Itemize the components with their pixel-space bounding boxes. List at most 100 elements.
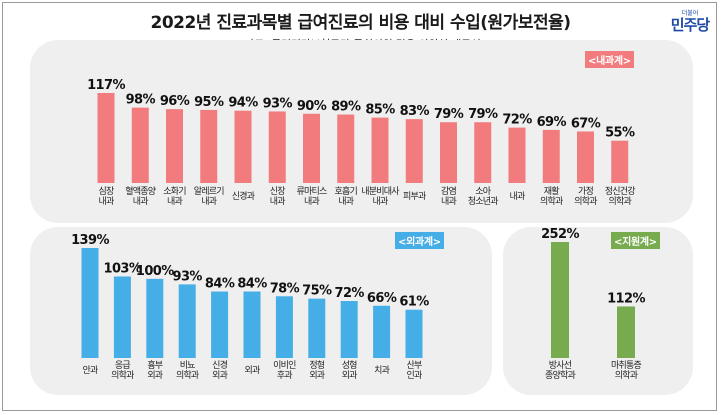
internal-value-label: 79%: [434, 107, 464, 122]
surgical-bar: [275, 296, 293, 358]
internal-category-label: 피부과: [403, 191, 426, 202]
internal-value-label: 95%: [194, 95, 224, 110]
surgical-value-label: 75%: [302, 284, 332, 299]
internal-bar: [303, 113, 320, 183]
internal-value-label: 93%: [263, 96, 293, 111]
support-category-label: 방사선: [549, 360, 572, 371]
internal-value-label: 94%: [228, 96, 258, 111]
figure-frame: [2, 2, 717, 411]
internal-value-label: 79%: [468, 107, 498, 122]
support-category-label: 마취통증: [611, 360, 641, 371]
internal-category-label: 의학과: [540, 196, 563, 207]
internal-value-label: 90%: [297, 99, 327, 114]
logo-main-text: 민주당: [670, 16, 710, 34]
internal-bar: [337, 114, 355, 183]
surgical-bar: [243, 291, 261, 358]
logo-small-text: 더불어: [681, 10, 699, 17]
surgical-category-label: 정형: [309, 360, 324, 371]
surgical-bar: [211, 291, 229, 358]
internal-bar: [508, 127, 526, 183]
internal-category-label: 내과: [167, 196, 182, 207]
internal-category-label: 가정: [578, 186, 593, 197]
surgical-bar: [81, 248, 99, 358]
internal-category-label: 재활: [544, 185, 559, 197]
support-bar: [551, 242, 569, 358]
internal-category-label: 내과: [270, 196, 285, 207]
internal-bar: [268, 111, 286, 183]
internal-category-label: 알레르기: [194, 186, 224, 197]
internal-category-label: 내과: [99, 196, 114, 207]
surgical-category-label: 의학과: [176, 370, 199, 381]
surgical-value-label: 61%: [399, 295, 429, 310]
internal-value-label: 96%: [160, 94, 190, 109]
surgical-value-label: 84%: [237, 277, 267, 292]
internal-value-label: 89%: [331, 100, 361, 115]
internal-value-label: 69%: [537, 115, 567, 130]
surgical-category-label: 후과: [277, 370, 292, 381]
internal-category-label: 감염: [441, 185, 456, 197]
internal-bar: [131, 107, 149, 183]
surgical-value-label: 66%: [367, 291, 397, 306]
internal-category-label: 의학과: [574, 196, 597, 207]
surgical-panel-badge: <외과계>: [395, 232, 444, 249]
surgical-value-label: 139%: [71, 233, 109, 248]
surgical-category-label: 흉부: [147, 359, 162, 371]
internal-category-label: 내과: [338, 196, 353, 207]
surgical-bar: [146, 278, 164, 358]
internal-value-label: 67%: [571, 116, 601, 131]
internal-value-label: 83%: [400, 104, 430, 119]
support-panel: [503, 227, 693, 395]
surgical-value-label: 84%: [205, 277, 235, 292]
internal-bar: [440, 122, 457, 183]
internal-bar: [200, 109, 218, 183]
support-category-label: 의학과: [615, 370, 638, 381]
internal-bar: [405, 119, 423, 183]
surgical-bar: [373, 305, 391, 358]
internal-category-label: 심장: [99, 186, 114, 197]
surgical-bar: [178, 284, 196, 358]
internal-bar: [611, 140, 629, 183]
surgical-bar: [340, 301, 358, 358]
internal-bar: [542, 129, 560, 183]
internal-category-label: 신경과: [232, 190, 255, 202]
surgical-bar: [113, 276, 131, 358]
internal-category-label: 내분비대사: [361, 186, 400, 197]
internal-value-label: 85%: [365, 103, 395, 118]
internal-category-label: 혈액종양: [125, 185, 155, 197]
internal-category-label: 내과: [373, 196, 388, 207]
surgical-value-label: 78%: [270, 281, 300, 296]
surgical-category-label: 외과: [212, 369, 227, 381]
surgical-category-label: 인과: [407, 370, 422, 381]
surgical-bar: [308, 298, 326, 358]
surgical-value-label: 100%: [136, 264, 174, 279]
surgical-category-label: 치과: [374, 364, 389, 376]
internal-category-label: 내과: [201, 196, 216, 207]
support-value-label: 112%: [607, 291, 645, 306]
internal-category-label: 소화기: [163, 186, 186, 197]
surgical-value-label: 103%: [104, 261, 142, 276]
party-logo: 더불어 민주당: [666, 10, 714, 33]
internal-category-label: 내과: [133, 196, 148, 207]
surgical-category-label: 신경: [212, 359, 227, 371]
internal-category-label: 내과: [510, 191, 525, 202]
support-category-label: 종양학과: [545, 370, 575, 381]
surgical-value-label: 93%: [173, 269, 203, 284]
internal-value-label: 98%: [126, 93, 156, 108]
internal-bar: [97, 93, 115, 183]
surgical-category-label: 산부: [407, 360, 422, 371]
internal-category-label: 소아: [475, 186, 491, 197]
support-value-label: 252%: [541, 227, 579, 242]
internal-bar: [166, 109, 183, 183]
support-panel-badge: <지원계>: [611, 232, 660, 249]
surgical-category-label: 응급: [115, 360, 130, 371]
page-title: 2022년 진료과목별 급여진료의 비용 대비 수입(원가보전율): [150, 13, 571, 33]
internal-bar-chart: 117%심장내과98%혈액종양내과96%소화기내과95%알레르기내과94%신경과…: [87, 78, 636, 207]
surgical-category-label: 외과: [309, 369, 324, 381]
internal-bar: [371, 117, 389, 183]
support-bar: [617, 306, 635, 358]
surgical-bar: [405, 309, 423, 358]
surgical-category-label: 외과: [342, 369, 357, 381]
surgical-category-label: 성형: [342, 360, 357, 371]
